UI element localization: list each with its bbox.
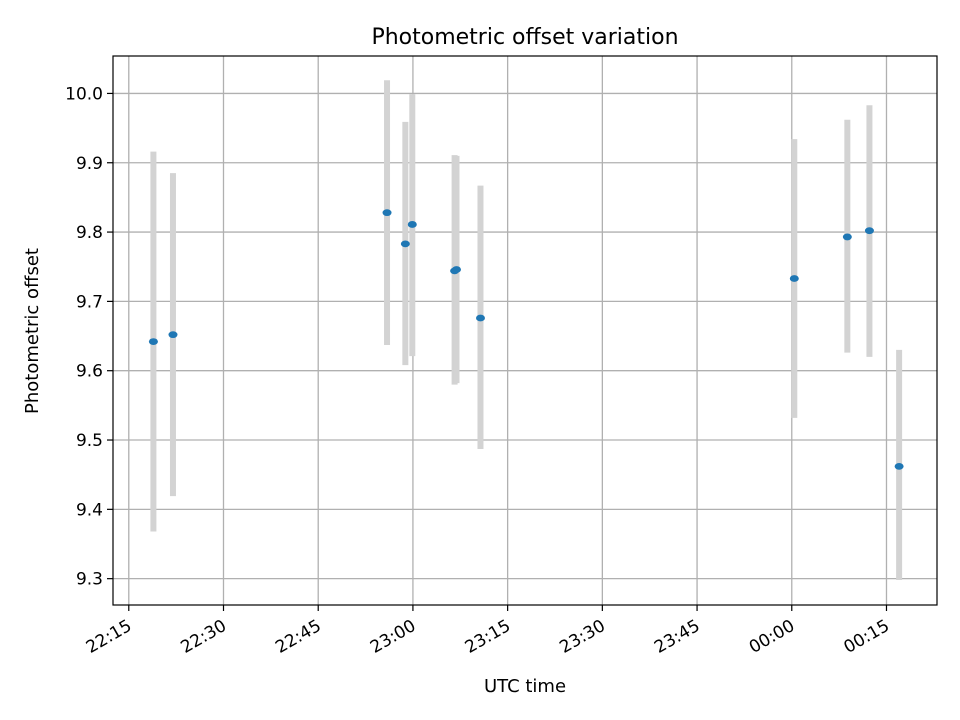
data-point: [382, 209, 392, 217]
data-point: [864, 227, 874, 235]
y-tick-label: 9.3: [76, 570, 103, 590]
y-tick-label: 9.8: [76, 223, 103, 243]
data-point: [475, 314, 485, 322]
y-tick-label: 9.4: [76, 500, 103, 520]
chart-title: Photometric offset variation: [371, 25, 678, 50]
x-tick-label: 22:15: [83, 616, 135, 658]
grid: [113, 56, 937, 605]
y-tick-label: 10.0: [65, 84, 103, 104]
x-tick-label: 00:15: [841, 616, 893, 658]
data-point: [842, 233, 852, 241]
x-tick-label: 22:30: [178, 616, 230, 658]
error-bars: [150, 80, 903, 581]
data-point: [148, 338, 158, 345]
data-point: [168, 331, 178, 339]
data-point: [894, 462, 904, 470]
data-point: [451, 266, 461, 273]
y-tick-label: 9.6: [76, 362, 103, 382]
x-tick-label: 23:15: [462, 616, 514, 658]
data-point: [400, 240, 410, 248]
y-tick-label: 9.9: [76, 154, 103, 174]
x-tick-label: 22:45: [272, 616, 324, 658]
x-tick-label: 23:00: [367, 616, 419, 658]
x-tick-label: 23:30: [556, 616, 608, 658]
y-tick-label: 9.5: [76, 431, 103, 451]
y-tick-label: 9.7: [76, 292, 103, 312]
x-axis-label: UTC time: [484, 676, 566, 697]
data-point: [407, 221, 417, 228]
plot-frame: [112, 55, 938, 606]
x-tick-label: 00:00: [746, 616, 798, 658]
x-tick-label: 23:45: [651, 616, 703, 658]
data-points: [148, 209, 904, 470]
y-axis-label: Photometric offset: [22, 248, 43, 414]
data-point: [789, 275, 799, 282]
